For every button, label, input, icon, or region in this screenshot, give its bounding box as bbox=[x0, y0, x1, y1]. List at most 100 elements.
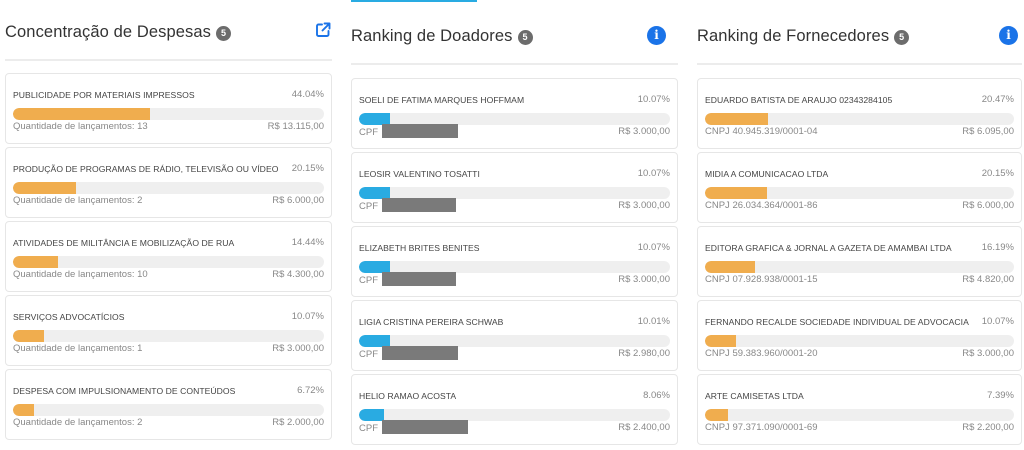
list-item[interactable]: EDITORA GRAFICA & JORNAL A GAZETA DE AMA… bbox=[697, 226, 1022, 297]
list-item[interactable]: SERVIÇOS ADVOCATÍCIOS 10.07% Quantidade de… bbox=[5, 295, 332, 366]
count-badge: 5 bbox=[216, 26, 232, 41]
item-amount: R$ 3.000,00 bbox=[272, 343, 324, 354]
item-detail: CPF bbox=[359, 346, 458, 360]
list-item[interactable]: ATIVIDADES DE MILITÂNCIA E MOBILIZAÇÃO D… bbox=[5, 221, 332, 292]
list-item[interactable]: DESPESA COM IMPULSIONAMENTO DE CONTEÚDOS… bbox=[5, 369, 332, 440]
panel-title-text: Ranking de Doadores bbox=[351, 27, 513, 45]
item-percent: 8.06% bbox=[643, 390, 670, 401]
item-detail: CNPJ 40.945.319/0001-04 bbox=[705, 126, 818, 137]
progress-bar bbox=[705, 335, 1014, 347]
item-detail-text: CPF bbox=[359, 126, 378, 138]
progress-bar-fill bbox=[705, 187, 768, 199]
progress-bar-fill bbox=[13, 256, 58, 268]
item-detail: Quantidade de lançamentos: 1 bbox=[13, 343, 142, 354]
item-percent: 7.39% bbox=[987, 390, 1014, 401]
list-item[interactable]: EDUARDO BATISTA DE ARAUJO 02343284105 20.… bbox=[697, 78, 1022, 149]
progress-bar bbox=[359, 335, 670, 347]
progress-bar bbox=[13, 256, 324, 268]
list-item[interactable]: ARTE CAMISETAS LTDA 7.39% CNPJ 97.371.090/… bbox=[697, 374, 1022, 445]
panel-title: Ranking de Fornecedores 5 bbox=[697, 27, 910, 46]
progress-bar bbox=[359, 261, 670, 273]
progress-bar-fill bbox=[359, 409, 385, 421]
progress-bar-fill bbox=[13, 182, 76, 194]
item-detail: Quantidade de lançamentos: 10 bbox=[13, 269, 148, 280]
list-item[interactable]: PUBLICIDADE POR MATERIAIS IMPRESSOS 44.04… bbox=[5, 73, 332, 144]
progress-bar-fill bbox=[359, 261, 391, 273]
item-percent: 20.15% bbox=[981, 168, 1014, 179]
item-name: SERVIÇOS ADVOCATÍCIOS bbox=[13, 312, 125, 322]
list-item[interactable]: PRODUÇÃO DE PROGRAMAS DE RÁDIO, TELEVISÃ… bbox=[5, 147, 332, 218]
progress-bar bbox=[13, 182, 324, 194]
count-badge: 5 bbox=[517, 30, 533, 45]
item-detail-text: Quantidade de lançamentos: 2 bbox=[13, 417, 143, 428]
expense-list: PUBLICIDADE POR MATERIAIS IMPRESSOS 44.04… bbox=[5, 73, 332, 443]
list-item[interactable]: HELIO RAMAO ACOSTA 8.06% CPF R$ 2.400,00 bbox=[351, 374, 678, 445]
item-detail: CNPJ 07.928.938/0001-15 bbox=[705, 274, 818, 285]
progress-bar bbox=[13, 330, 324, 342]
progress-bar-fill bbox=[705, 335, 737, 347]
item-percent: 20.47% bbox=[981, 94, 1014, 105]
redacted-cpf bbox=[382, 346, 458, 360]
redacted-cpf bbox=[382, 420, 468, 434]
list-item[interactable]: ELIZABETH BRITES BENITES 10.07% CPF R$ 3.00… bbox=[351, 226, 678, 297]
item-amount: R$ 6.000,00 bbox=[272, 195, 324, 206]
item-amount: R$ 6.000,00 bbox=[962, 200, 1014, 211]
item-detail: CNPJ 97.371.090/0001-69 bbox=[705, 422, 818, 433]
progress-bar-fill bbox=[359, 335, 391, 347]
item-percent: 6.72% bbox=[297, 385, 324, 396]
item-detail: CNPJ 59.383.960/0001-20 bbox=[705, 348, 818, 359]
progress-bar-fill bbox=[359, 187, 391, 199]
panel-title: Ranking de Doadores 5 bbox=[351, 27, 533, 46]
progress-bar bbox=[705, 409, 1014, 421]
item-detail-text: CNPJ 97.371.090/0001-69 bbox=[705, 422, 818, 433]
item-percent: 10.07% bbox=[637, 168, 670, 179]
item-detail: CPF bbox=[359, 124, 458, 138]
progress-bar-fill bbox=[705, 261, 756, 273]
redacted-cpf bbox=[382, 124, 458, 138]
item-detail-text: CPF bbox=[359, 422, 378, 434]
header-divider bbox=[5, 59, 332, 61]
list-item[interactable]: LEOSIR VALENTINO TOSATTI 10.07% CPF R$ 3.00… bbox=[351, 152, 678, 223]
list-item[interactable]: SOELI DE FATIMA MARQUES HOFFMAM 10.07% CPF… bbox=[351, 78, 678, 149]
item-detail-text: CPF bbox=[359, 200, 378, 212]
item-name: ATIVIDADES DE MILITÂNCIA E MOBILIZAÇÃO D… bbox=[13, 238, 235, 248]
item-name: ARTE CAMISETAS LTDA bbox=[705, 391, 804, 401]
progress-bar-fill bbox=[13, 330, 45, 342]
info-icon[interactable]: i bbox=[999, 26, 1018, 45]
progress-bar-fill bbox=[705, 409, 728, 421]
header-divider bbox=[697, 63, 1022, 65]
list-item[interactable]: MIDIA A COMUNICACAO LTDA 20.15% CNPJ 26.03… bbox=[697, 152, 1022, 223]
panel-title-text: Concentração de Despesas bbox=[5, 23, 212, 41]
info-icon[interactable]: i bbox=[647, 26, 666, 45]
item-amount: R$ 2.200,00 bbox=[962, 422, 1014, 433]
progress-bar-fill bbox=[13, 108, 150, 120]
external-link-icon[interactable] bbox=[315, 22, 331, 43]
item-percent: 20.15% bbox=[291, 163, 324, 174]
progress-bar bbox=[705, 261, 1014, 273]
item-amount: R$ 3.000,00 bbox=[618, 126, 670, 137]
progress-bar bbox=[359, 113, 670, 125]
item-name: SOELI DE FATIMA MARQUES HOFFMAM bbox=[359, 95, 525, 105]
item-detail-text: Quantidade de lançamentos: 13 bbox=[13, 121, 148, 132]
item-detail-text: CPF bbox=[359, 348, 378, 360]
item-amount: R$ 3.000,00 bbox=[962, 348, 1014, 359]
item-detail-text: Quantidade de lançamentos: 2 bbox=[13, 195, 143, 206]
item-amount: R$ 3.000,00 bbox=[618, 274, 670, 285]
progress-bar bbox=[705, 187, 1014, 199]
list-item[interactable]: LIGIA CRISTINA PEREIRA SCHWAB 10.01% CPF R$… bbox=[351, 300, 678, 371]
list-item[interactable]: FERNANDO RECALDE SOCIEDADE INDIVIDUAL DE… bbox=[697, 300, 1022, 371]
item-detail: CNPJ 26.034.364/0001-86 bbox=[705, 200, 818, 211]
item-amount: R$ 2.000,00 bbox=[272, 417, 324, 428]
item-percent: 14.44% bbox=[291, 237, 324, 248]
item-name: EDUARDO BATISTA DE ARAUJO 02343284105 bbox=[705, 95, 893, 105]
item-detail: Quantidade de lançamentos: 2 bbox=[13, 417, 142, 428]
item-name: LEOSIR VALENTINO TOSATTI bbox=[359, 169, 480, 179]
item-name: DESPESA COM IMPULSIONAMENTO DE CONTEÚDOS bbox=[13, 386, 236, 396]
item-amount: R$ 2.980,00 bbox=[618, 348, 670, 359]
redacted-cpf bbox=[382, 198, 456, 212]
item-detail-text: CNPJ 07.928.938/0001-15 bbox=[705, 274, 818, 285]
count-badge: 5 bbox=[894, 30, 910, 45]
item-percent: 10.01% bbox=[637, 316, 670, 327]
redacted-cpf bbox=[382, 272, 456, 286]
donor-list: SOELI DE FATIMA MARQUES HOFFMAM 10.07% CPF… bbox=[351, 78, 678, 448]
